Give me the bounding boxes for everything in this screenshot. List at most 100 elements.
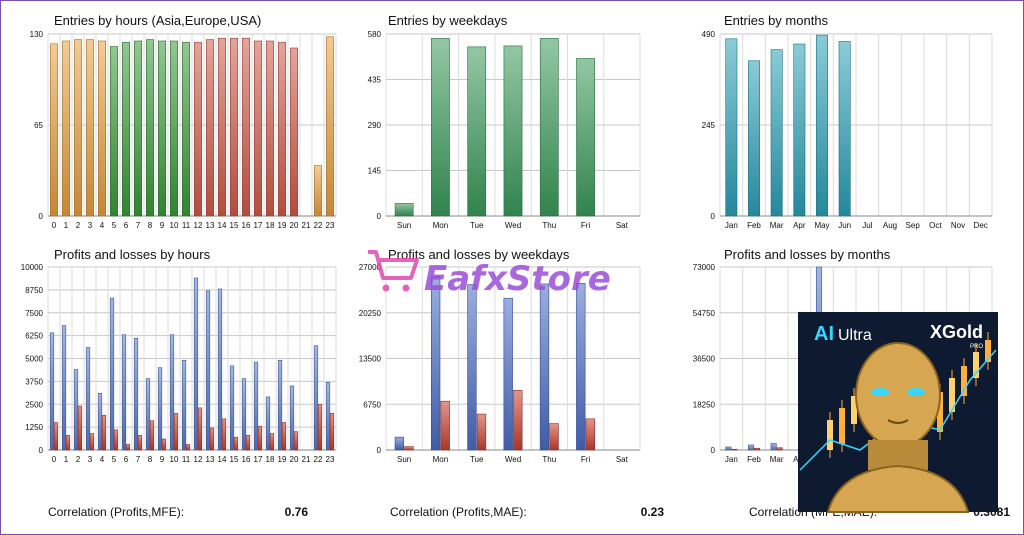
profit-bar bbox=[193, 277, 199, 451]
x-tick-label: Oct bbox=[929, 221, 942, 230]
watermark-text: EafxStore bbox=[424, 259, 611, 299]
bar bbox=[253, 40, 263, 217]
y-tick-label: 0 bbox=[377, 212, 382, 221]
x-tick-label: 12 bbox=[194, 455, 203, 464]
loss-bar bbox=[221, 418, 227, 451]
x-tick-label: 16 bbox=[242, 221, 251, 230]
loss-bar bbox=[245, 435, 251, 451]
x-tick-label: 7 bbox=[136, 455, 141, 464]
bar bbox=[157, 40, 167, 217]
y-tick-label: 6750 bbox=[363, 400, 381, 409]
bar bbox=[217, 37, 227, 217]
profit-bar bbox=[503, 297, 513, 451]
x-tick-label: 16 bbox=[242, 455, 251, 464]
x-tick-label: 18 bbox=[266, 221, 275, 230]
x-tick-label: 15 bbox=[230, 221, 239, 230]
loss-bar bbox=[585, 418, 596, 451]
loss-bar bbox=[440, 400, 450, 451]
y-tick-label: 0 bbox=[377, 446, 382, 455]
bar bbox=[289, 47, 299, 217]
bar bbox=[61, 40, 71, 217]
y-tick-label: 8750 bbox=[25, 286, 43, 295]
bar bbox=[503, 45, 523, 217]
bar bbox=[181, 42, 191, 217]
chart-title: Entries by months bbox=[724, 13, 829, 28]
bar bbox=[748, 60, 760, 217]
x-tick-label: Jan bbox=[725, 455, 738, 464]
profit-bar bbox=[169, 334, 175, 451]
loss-bar bbox=[161, 438, 167, 451]
x-tick-label: 22 bbox=[314, 455, 323, 464]
profit-bar bbox=[217, 288, 223, 451]
profit-bar bbox=[265, 396, 271, 451]
profit-bar bbox=[313, 345, 319, 451]
chart-title: Profits and losses by months bbox=[724, 247, 891, 262]
cart-icon bbox=[368, 250, 419, 292]
profit-bar bbox=[325, 381, 331, 451]
x-tick-label: 8 bbox=[148, 455, 153, 464]
x-tick-label: 17 bbox=[254, 221, 263, 230]
y-tick-label: 20250 bbox=[359, 309, 382, 318]
bar bbox=[277, 42, 287, 217]
y-tick-label: 245 bbox=[702, 121, 716, 130]
x-tick-label: 21 bbox=[302, 221, 311, 230]
loss-bar bbox=[137, 435, 143, 451]
x-tick-label: Sun bbox=[397, 455, 411, 464]
x-tick-label: Wed bbox=[505, 221, 521, 230]
chart-panel-4: Profits and losses by weekdays 0 6750 13500… bbox=[359, 247, 641, 464]
loss-bar bbox=[233, 436, 239, 451]
y-tick-label: 13500 bbox=[359, 355, 382, 364]
profit-bar bbox=[430, 276, 441, 451]
bar bbox=[816, 34, 828, 217]
x-tick-label: 22 bbox=[314, 221, 323, 230]
x-tick-label: Feb bbox=[747, 221, 761, 230]
chart-title: Entries by hours (Asia,Europe,USA) bbox=[54, 13, 261, 28]
x-tick-label: Sep bbox=[906, 221, 921, 230]
x-tick-label: 3 bbox=[88, 221, 93, 230]
robot-eye-right bbox=[907, 388, 925, 396]
x-tick-label: Fri bbox=[581, 455, 591, 464]
x-tick-label: 1 bbox=[64, 455, 69, 464]
profit-bar bbox=[145, 378, 151, 451]
x-tick-label: Wed bbox=[505, 455, 521, 464]
loss-bar bbox=[731, 448, 738, 451]
bar bbox=[73, 39, 83, 217]
loss-bar bbox=[404, 446, 414, 451]
overlay-product: XGold bbox=[930, 322, 983, 342]
chart-panel-0: Entries by hours (Asia,Europe,USA)065130… bbox=[30, 13, 337, 230]
x-tick-label: 9 bbox=[160, 221, 165, 230]
loss-bar bbox=[281, 422, 287, 451]
chart-title: Profits and losses by hours bbox=[54, 247, 211, 262]
x-tick-label: 13 bbox=[206, 455, 215, 464]
loss-bar bbox=[197, 407, 203, 451]
x-tick-label: Tue bbox=[470, 221, 484, 230]
x-tick-label: 10 bbox=[170, 221, 179, 230]
x-tick-label: 4 bbox=[100, 455, 105, 464]
x-tick-label: 19 bbox=[278, 221, 287, 230]
x-tick-label: Jan bbox=[725, 221, 738, 230]
bar bbox=[85, 39, 95, 217]
profit-bar bbox=[157, 367, 163, 451]
x-tick-label: 9 bbox=[160, 455, 165, 464]
x-tick-label: 13 bbox=[206, 221, 215, 230]
bar bbox=[97, 40, 107, 217]
loss-bar bbox=[257, 425, 263, 451]
x-tick-label: Mar bbox=[770, 221, 784, 230]
profit-bar bbox=[85, 347, 91, 451]
profit-bar bbox=[229, 365, 235, 451]
loss-bar bbox=[149, 420, 155, 451]
overlay-product-tag: PRO bbox=[970, 344, 983, 350]
bar bbox=[576, 58, 595, 217]
x-tick-label: 17 bbox=[254, 455, 263, 464]
x-tick-label: 5 bbox=[112, 221, 117, 230]
y-tick-label: 130 bbox=[30, 30, 44, 39]
y-tick-label: 6250 bbox=[25, 332, 43, 341]
correlation-value: 0.76 bbox=[285, 505, 309, 519]
x-tick-label: Aug bbox=[883, 221, 897, 230]
y-tick-label: 490 bbox=[702, 30, 716, 39]
x-tick-label: Thu bbox=[542, 221, 556, 230]
profit-bar bbox=[73, 369, 79, 451]
chart-title: Profits and losses by weekdays bbox=[388, 247, 570, 262]
y-tick-label: 435 bbox=[368, 76, 382, 85]
x-tick-label: 19 bbox=[278, 455, 287, 464]
